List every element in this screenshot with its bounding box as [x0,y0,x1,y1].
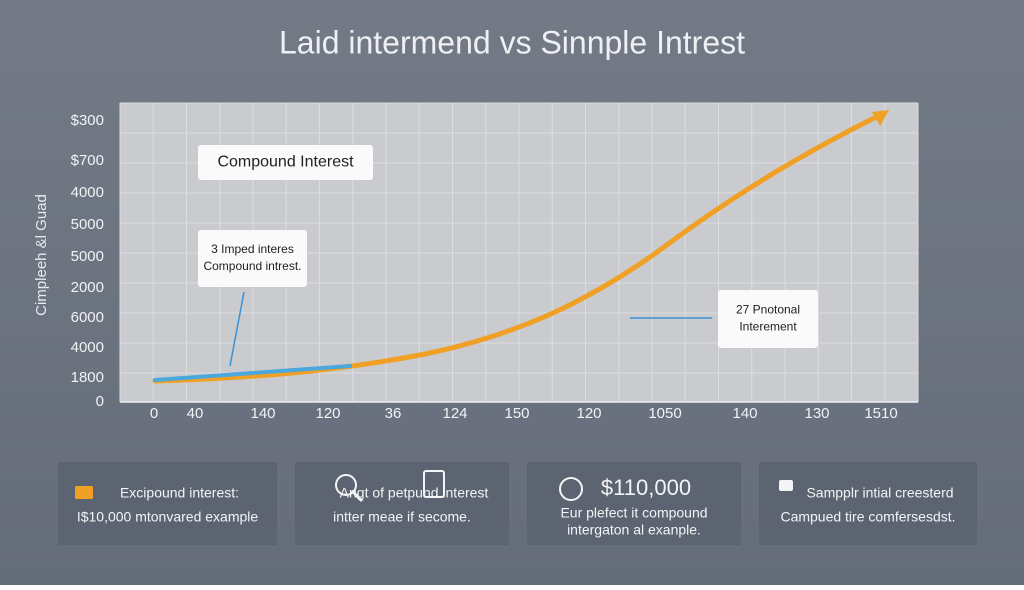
icon [559,477,583,501]
icon [75,486,93,499]
x-ticks: 0 40 140 120 36 124 150 120 1050 140 130 1510 [150,405,898,422]
x-tick-label: 1510 [864,405,897,422]
callout-text: 27 Pnotonal [736,303,800,317]
simple-line [153,364,352,382]
y-tick-label: 6000 [71,309,104,326]
callouts: Compound Interest 3 Imped interes Compound… [198,145,818,348]
card-text: intergaton al exanple. [567,522,701,538]
y-tick-label: 1800 [71,369,104,386]
icon [335,474,357,496]
x-tick-label: 40 [187,405,204,422]
x-tick-label: 130 [804,405,829,422]
callout-box [718,290,818,348]
x-tick-label: 120 [315,405,340,422]
y-ticks: $300 $700 4000 5000 5000 2000 6000 4000 1800 0 [71,112,104,410]
y-tick-label: 5000 [71,216,104,233]
arrow-head [872,110,889,126]
y-axis-label: Cimpleeh &l Guad [33,194,50,316]
y-tick-label: 4000 [71,184,104,201]
callout-text: 3 Imped interes [211,242,294,256]
card-text: Campued tire comfersesdst. [780,509,955,525]
x-tick-label: 140 [250,405,275,422]
icon [779,480,793,491]
x-tick-label: 150 [504,405,529,422]
y-tick-label: $700 [71,152,104,169]
info-card [759,462,977,545]
card-text: Sampplr intial creesterd [806,485,953,501]
card-text: Eur plefect it compound [560,505,707,521]
compound-curve [152,112,883,384]
icon [351,490,364,503]
card-text: Excipound interest: [120,485,239,501]
card-text: $110,000 [601,475,691,500]
card-text: I$10,000 mtonvared example [77,509,259,525]
y-tick-label: 4000 [71,339,104,356]
title: Laid intermend vs Sinnple Intrest [279,24,745,60]
callout-text: Compound Interest [217,154,354,171]
info-card [58,462,277,545]
x-tick-label: 1050 [648,405,681,422]
info-card [527,462,741,545]
x-tick-label: 0 [150,405,158,422]
y-tick-label: $300 [71,112,104,129]
x-tick-label: 124 [442,405,467,422]
x-tick-label: 36 [385,405,402,422]
card-text: intter meae if secome. [333,509,471,525]
callout-text: Interement [739,320,797,334]
y-tick-label: 2000 [71,279,104,296]
callout-text: Compound intrest. [203,259,301,273]
x-tick-label: 120 [576,405,601,422]
pointer [229,291,245,367]
x-tick-label: 140 [732,405,757,422]
cards: Excipound interest: I$10,000 mtonvared ex… [58,462,977,545]
y-tick-label: 0 [96,393,104,410]
callout-box [198,145,373,180]
card-text: Arigt of petpund interest [340,485,489,501]
info-card [295,462,509,545]
callout-box [198,230,307,287]
y-tick-label: 5000 [71,248,104,265]
icon [423,470,445,498]
